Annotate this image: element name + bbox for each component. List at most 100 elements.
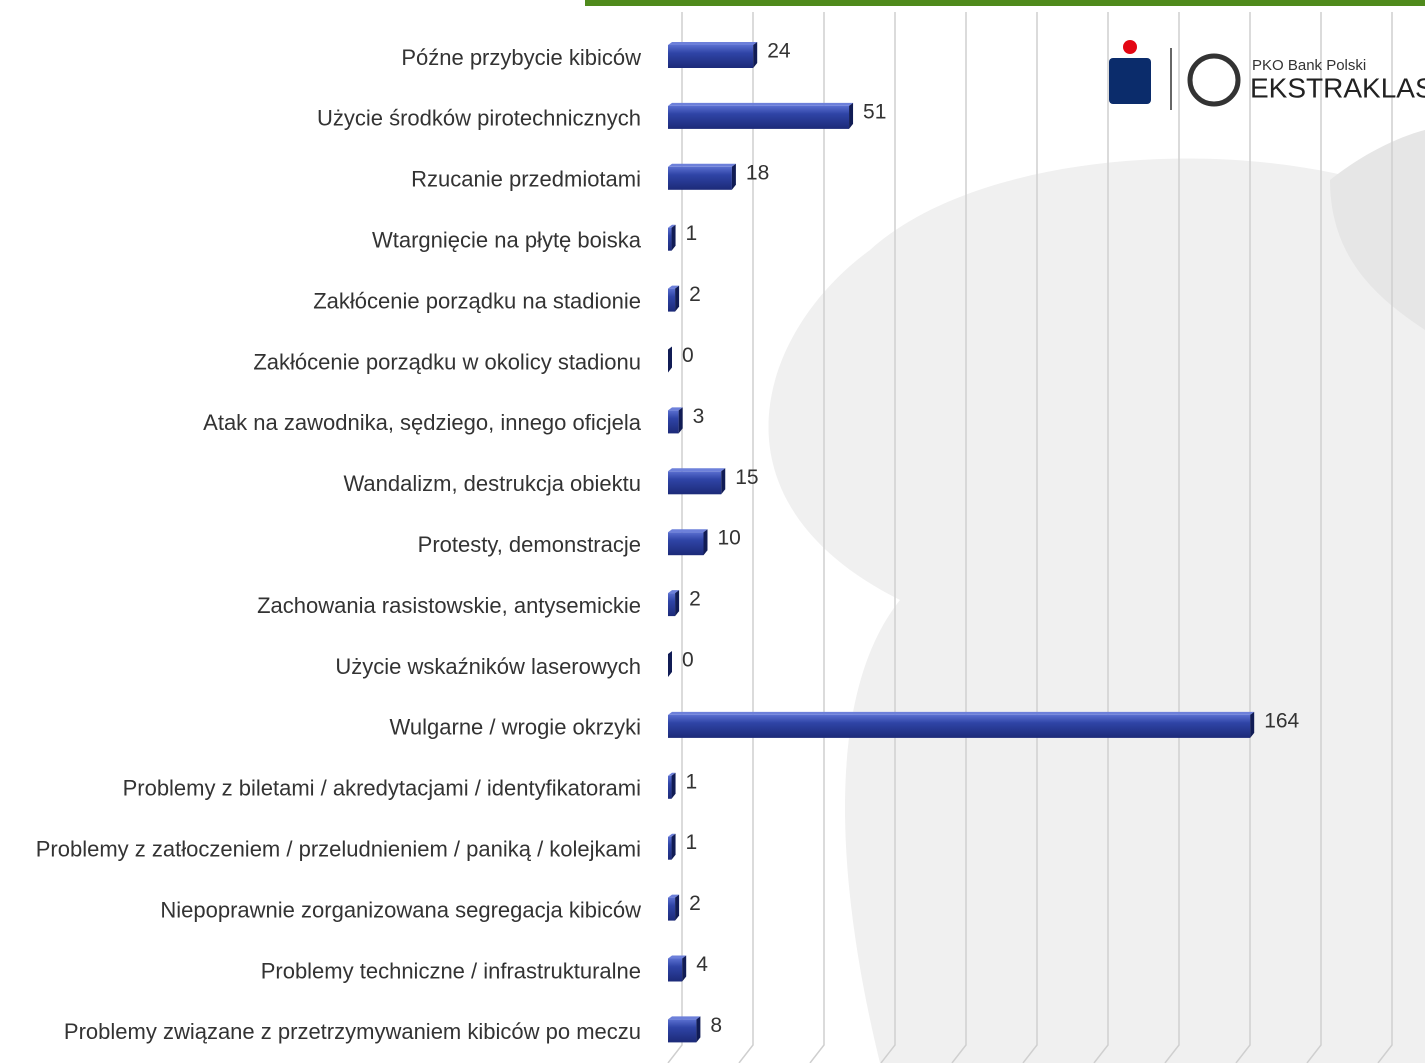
bar-end: [731, 163, 736, 190]
bar-front: [668, 45, 754, 68]
value-label: 2: [689, 588, 701, 611]
category-label: Atak na zawodnika, sędziego, innego ofic…: [203, 410, 642, 435]
bar-top: [668, 468, 726, 472]
grid-line: [809, 12, 825, 1063]
top-bar: [585, 0, 1425, 6]
bar: [668, 590, 680, 617]
grid-line: [1022, 12, 1038, 1063]
bar-front: [668, 897, 676, 921]
value-label: 0: [682, 344, 694, 367]
bar-front: [668, 166, 732, 190]
bar: [668, 894, 680, 921]
category-label: Zakłócenie porządku na stadionie: [313, 288, 641, 313]
bar: [668, 711, 1255, 738]
bar-top: [668, 590, 680, 594]
bar-end: [675, 894, 680, 921]
value-label: 164: [1264, 709, 1299, 732]
bar-top: [668, 42, 758, 45]
value-label: 10: [718, 527, 741, 550]
value-label: 24: [767, 40, 791, 63]
bar-front: [668, 714, 1251, 738]
bar-top: [668, 711, 1255, 715]
category-label: Protesty, demonstracje: [418, 532, 641, 557]
bar-front: [668, 958, 683, 982]
bar-end: [682, 955, 687, 982]
bar-front: [668, 471, 722, 495]
bar-top: [668, 772, 676, 776]
bar-front: [668, 227, 672, 251]
value-label: 2: [689, 892, 701, 915]
watermark: [768, 158, 1425, 1063]
bar: [668, 468, 726, 495]
bar-end: [675, 590, 680, 617]
bar-front: [668, 775, 672, 799]
bar-front: [668, 105, 850, 129]
bar-end: [849, 102, 854, 129]
category-label: Użycie środków pirotechnicznych: [317, 106, 641, 131]
bar: [668, 955, 687, 982]
value-label: 3: [693, 405, 705, 428]
category-label: Problemy techniczne / infrastrukturalne: [261, 958, 641, 983]
logo-dot: [1123, 40, 1137, 54]
grid-line: [1235, 12, 1251, 1063]
category-label: Rzucanie przedmiotami: [411, 167, 641, 192]
bar: [668, 833, 676, 860]
watermark: [1330, 130, 1425, 330]
value-label: 0: [682, 649, 694, 672]
value-label: 1: [686, 770, 698, 793]
bar-top: [668, 407, 683, 411]
value-label: 8: [710, 1014, 722, 1037]
category-label: Zachowania rasistowskie, antysemickie: [257, 593, 641, 618]
grid-line: [951, 12, 967, 1063]
bar-top: [668, 894, 680, 898]
bar-top: [668, 163, 736, 167]
grid-line: [1093, 12, 1109, 1063]
bar-top: [668, 102, 854, 106]
bar-end: [675, 285, 680, 312]
bar-end: [668, 346, 672, 373]
bar-end: [1250, 711, 1255, 738]
bar-front: [668, 593, 676, 617]
value-label: 1: [686, 831, 698, 854]
grid-line: [738, 12, 754, 1063]
logo: PKO Bank Polski EKSTRAKLASA: [1109, 40, 1425, 110]
value-label: 51: [863, 100, 886, 123]
bar: [668, 772, 676, 799]
value-label: 1: [686, 222, 698, 245]
value-label: 18: [746, 161, 769, 184]
bar-end: [696, 1016, 701, 1043]
category-label: Późne przybycie kibiców: [401, 45, 641, 70]
bar-front: [668, 836, 672, 860]
grid-line: [1377, 12, 1393, 1063]
bar-top: [668, 285, 680, 289]
value-label: 4: [696, 953, 708, 976]
category-label: Zakłócenie porządku w okolicy stadionu: [253, 349, 641, 374]
bar-front: [668, 532, 704, 556]
value-label: 15: [735, 466, 758, 489]
category-label: Użycie wskaźników laserowych: [335, 654, 641, 679]
bar-end: [721, 468, 726, 495]
category-label: Wulgarne / wrogie okrzyki: [390, 715, 641, 740]
category-label: Wtargnięcie na płytę boiska: [372, 228, 642, 253]
grid-line: [1164, 12, 1180, 1063]
value-label: 2: [689, 283, 701, 306]
bar-end: [671, 833, 676, 860]
grid-line: [1306, 12, 1322, 1063]
bar-front: [668, 288, 676, 312]
bar: [668, 42, 758, 68]
bar: [668, 224, 676, 251]
logo-ball: [1187, 53, 1241, 107]
category-label: Problemy związane z przetrzymywaniem kib…: [64, 1019, 641, 1044]
bar-top: [668, 1016, 701, 1020]
bar-end: [678, 407, 683, 434]
bar-top: [668, 529, 708, 533]
bar: [668, 651, 672, 677]
bar: [668, 102, 854, 129]
category-label: Problemy z zatłoczeniem / przeludnieniem…: [36, 837, 641, 862]
category-label: Wandalizm, destrukcja obiektu: [343, 471, 641, 496]
category-label: Niepoprawnie zorganizowana segregacja ki…: [160, 897, 641, 922]
grid-line: [880, 12, 896, 1063]
bar: [668, 163, 736, 190]
bar-front: [668, 410, 679, 434]
